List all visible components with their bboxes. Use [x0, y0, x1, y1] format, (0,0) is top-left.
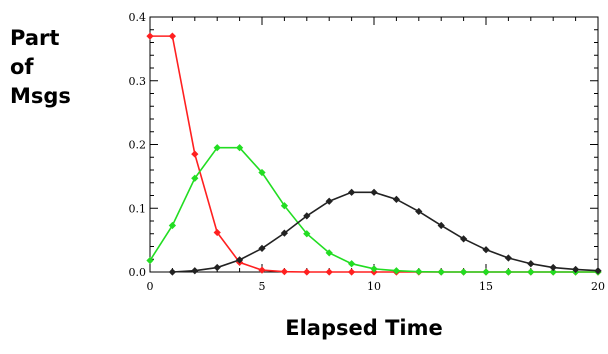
data-point	[303, 212, 311, 220]
x-tick-label: 0	[147, 280, 154, 293]
data-point	[527, 268, 535, 276]
y-tick-label: 0.1	[129, 202, 147, 215]
data-point	[146, 256, 154, 265]
series-3	[168, 188, 602, 276]
data-point	[437, 221, 445, 230]
data-point	[168, 32, 177, 40]
data-point	[213, 144, 221, 152]
y-tick-label: 0.2	[129, 139, 147, 152]
series-2	[146, 144, 602, 276]
series-line	[150, 35, 598, 273]
data-point	[549, 268, 557, 276]
data-point	[191, 267, 199, 275]
data-point	[191, 150, 199, 158]
data-point	[168, 221, 177, 230]
data-point	[303, 230, 311, 238]
data-point	[549, 263, 557, 272]
data-point	[482, 268, 490, 276]
data-point	[504, 254, 513, 262]
data-point	[347, 188, 356, 196]
data-point	[168, 268, 177, 276]
data-point	[280, 229, 289, 237]
data-point	[347, 260, 356, 268]
axis-ticks: 0 5 10 15 20 0.0 0.1 0.2 0.3 0.4	[129, 11, 606, 293]
data-point	[437, 268, 445, 276]
data-point	[527, 260, 535, 268]
y-tick-label: 0.3	[129, 75, 147, 88]
data-point	[347, 268, 356, 276]
data-point	[191, 174, 199, 182]
data-point	[504, 268, 513, 276]
data-point	[280, 268, 289, 276]
data-point	[392, 267, 401, 275]
data-point	[459, 268, 468, 276]
y-tick-label: 0.4	[129, 11, 147, 24]
series-line	[172, 191, 599, 273]
data-point	[213, 263, 221, 272]
series-group	[146, 32, 602, 276]
data-point	[415, 207, 423, 216]
data-point	[325, 268, 333, 276]
data-point	[325, 197, 333, 205]
y-axis-label-line-2: of	[10, 55, 34, 79]
data-point	[258, 266, 266, 274]
data-point	[370, 265, 378, 273]
x-tick-label: 20	[591, 280, 605, 293]
data-point	[146, 32, 154, 40]
data-point	[482, 246, 490, 254]
y-tick-label: 0.0	[129, 266, 147, 279]
x-tick-label: 5	[259, 280, 266, 293]
data-point	[370, 188, 378, 196]
series-line	[149, 146, 598, 273]
data-point	[459, 235, 468, 243]
data-point	[392, 195, 401, 203]
data-point	[235, 144, 244, 152]
x-tick-label: 10	[367, 280, 381, 293]
data-point	[325, 249, 333, 257]
x-axis-label: Elapsed Time	[285, 316, 443, 340]
y-axis-label: Part of Msgs	[10, 24, 110, 111]
data-point	[258, 244, 266, 253]
data-point	[303, 268, 311, 276]
y-axis-label-line-3: Msgs	[10, 84, 71, 108]
data-point	[571, 265, 580, 274]
data-point	[280, 202, 289, 210]
series-1	[146, 32, 602, 276]
x-tick-label: 15	[479, 280, 493, 293]
data-point	[235, 256, 244, 264]
data-point	[415, 268, 423, 276]
data-point	[258, 168, 266, 177]
y-axis-label-line-1: Part	[10, 26, 60, 50]
data-point	[594, 267, 602, 275]
data-point	[213, 228, 221, 237]
